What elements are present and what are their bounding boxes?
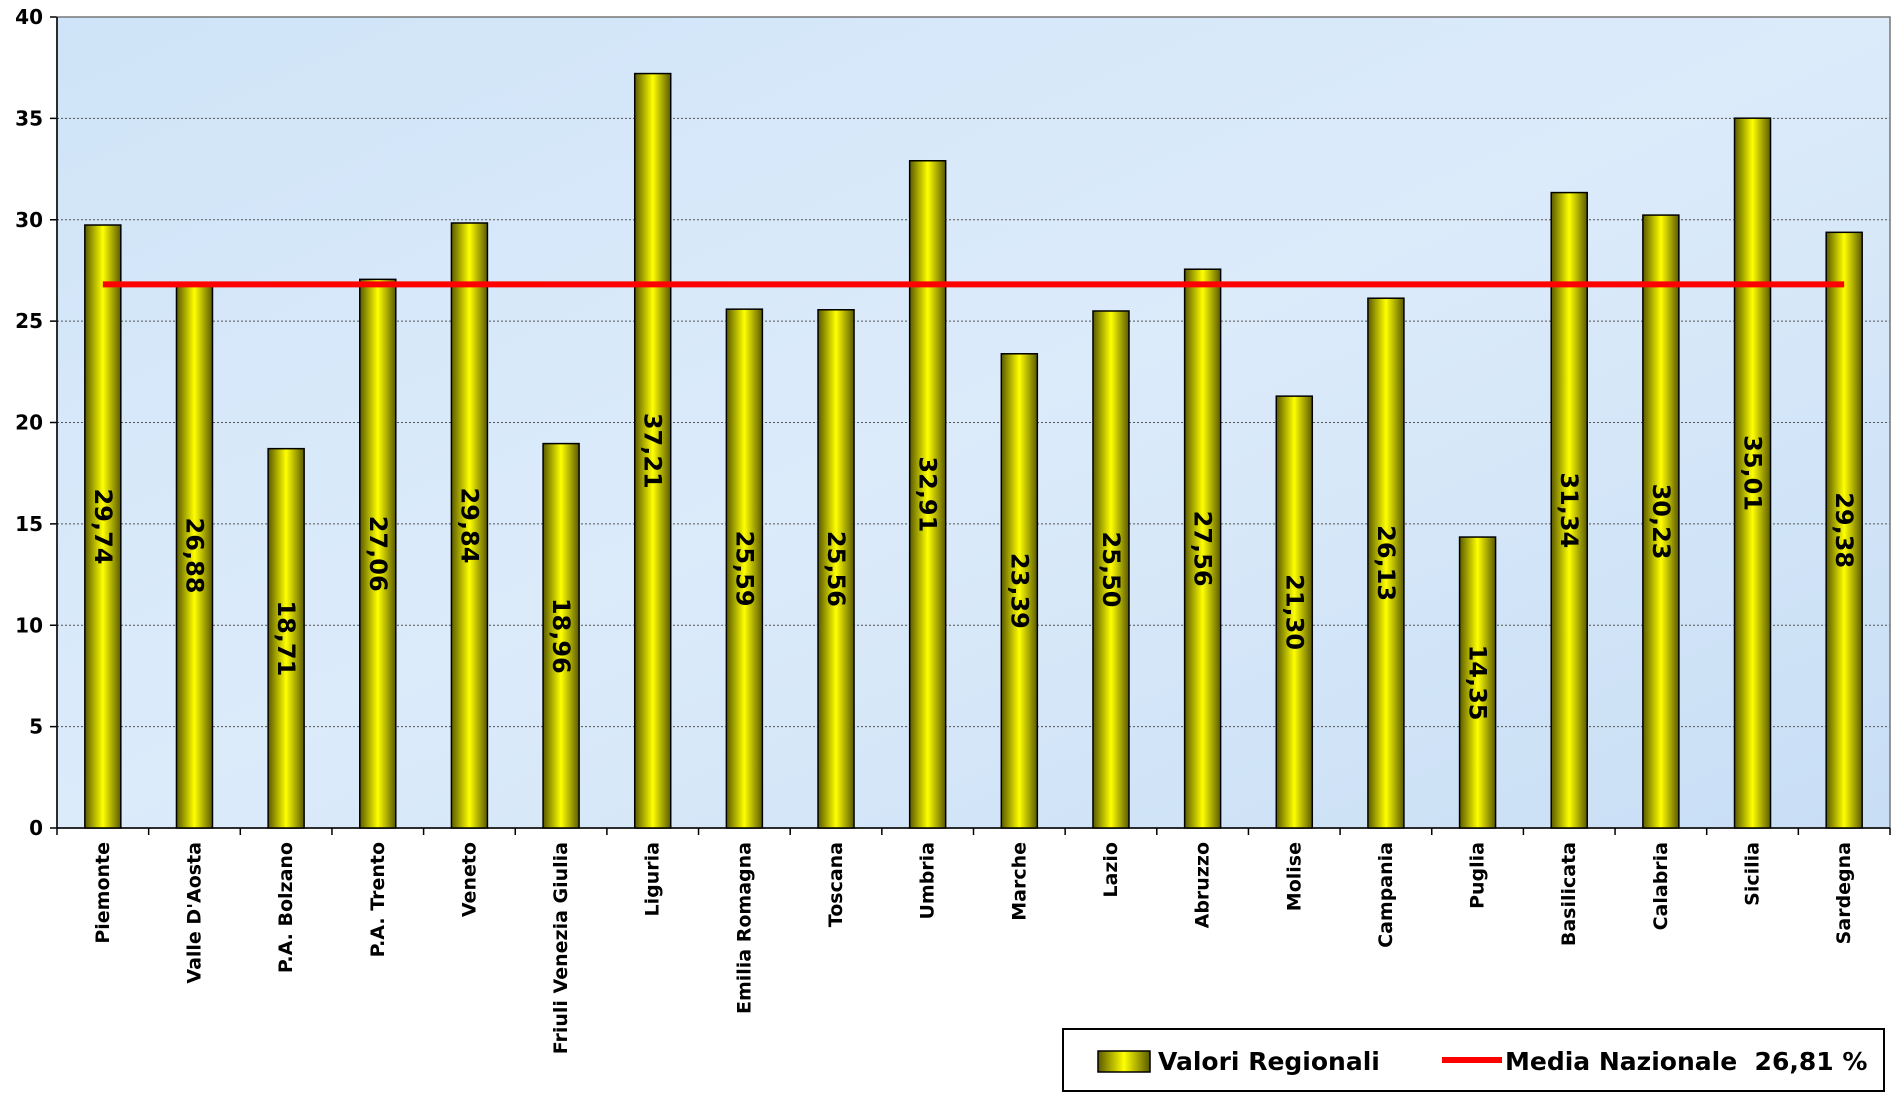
category-label: Sardegna <box>1833 842 1855 944</box>
y-tick-label: 20 <box>15 411 43 435</box>
data-label: 21,30 <box>1280 574 1308 650</box>
data-label: 30,23 <box>1647 484 1675 560</box>
bar <box>1825 231 1863 829</box>
category-label: Liguria <box>642 842 664 916</box>
data-label: 35,01 <box>1739 435 1767 511</box>
data-label: 29,74 <box>89 489 117 565</box>
category-label: Toscana <box>825 842 847 927</box>
data-label: 32,91 <box>914 456 942 532</box>
data-label: 25,50 <box>1097 532 1125 608</box>
category-label: Friuli Venezia Giulia <box>550 842 572 1054</box>
legend: Valori Regionali Media Nazionale 26,81 % <box>1062 1028 1885 1092</box>
bar <box>175 282 214 829</box>
bar <box>359 278 397 829</box>
category-label: P.A. Trento <box>367 842 389 957</box>
data-label: 26,13 <box>1372 525 1400 601</box>
y-tick-label: 30 <box>15 208 43 232</box>
category-label: Marche <box>1008 842 1030 921</box>
data-label: 29,84 <box>455 488 483 564</box>
bar <box>1642 214 1680 829</box>
category-label: Basilicata <box>1558 842 1580 946</box>
bar <box>1367 297 1405 829</box>
y-tick-label: 35 <box>15 106 43 130</box>
bar <box>1275 395 1314 829</box>
data-label: 25,56 <box>822 531 850 607</box>
y-tick-label: 10 <box>15 613 43 637</box>
category-label: Valle D'Aosta <box>183 842 205 984</box>
bar <box>725 308 764 829</box>
y-tick-label: 40 <box>15 5 43 29</box>
bar <box>817 309 855 829</box>
category-label: Puglia <box>1467 842 1489 909</box>
bar <box>1458 536 1497 829</box>
bar <box>1000 353 1039 829</box>
data-label: 18,96 <box>547 598 575 674</box>
bar <box>1092 310 1130 829</box>
category-label: Lazio <box>1100 842 1122 898</box>
data-label: 25,59 <box>730 531 758 607</box>
bar <box>267 447 305 829</box>
data-label: 14,35 <box>1464 645 1492 721</box>
y-tick-label: 0 <box>29 816 43 840</box>
data-label: 23,39 <box>1005 553 1033 629</box>
bar <box>450 222 489 829</box>
bar <box>908 159 947 829</box>
category-label: Veneto <box>458 842 480 917</box>
category-label: Abruzzo <box>1192 842 1214 928</box>
legend-label-regional: Valori Regionali <box>1158 1047 1380 1076</box>
y-tick-label: 25 <box>15 309 43 333</box>
data-label: 26,88 <box>180 518 208 594</box>
data-labels: 29,74 26,88 18,71 27,06 29,84 18,96 37,21 25,59… <box>89 413 1858 721</box>
data-label: 29,38 <box>1830 492 1858 568</box>
category-label: Emilia Romagna <box>733 842 755 1014</box>
bar <box>633 72 672 829</box>
bar <box>542 442 580 829</box>
category-labels: Piemonte Valle D'Aosta P.A. Bolzano P.A. Tr… <box>92 842 1855 1054</box>
category-label: Umbria <box>917 842 939 920</box>
legend-label-national: Media Nazionale 26,81 % <box>1505 1047 1867 1076</box>
data-label: 27,56 <box>1189 511 1217 587</box>
bar <box>1733 117 1772 829</box>
legend-bar-swatch <box>1097 1050 1151 1073</box>
bar <box>84 224 122 829</box>
data-label: 18,71 <box>272 600 300 676</box>
category-label: Molise <box>1283 842 1305 911</box>
category-label: Piemonte <box>92 842 114 944</box>
data-label: 27,06 <box>364 516 392 592</box>
category-label: P.A. Bolzano <box>275 842 297 973</box>
y-tick-label: 5 <box>29 715 43 739</box>
y-tick-label: 15 <box>15 512 43 536</box>
axes: 0 5 10 15 20 25 30 35 40 <box>15 5 1891 840</box>
bar <box>1550 191 1588 829</box>
bar <box>1183 268 1222 829</box>
data-label: 37,21 <box>639 413 667 489</box>
category-label: Campania <box>1375 842 1397 948</box>
bars <box>84 72 1863 829</box>
category-label: Calabria <box>1650 842 1672 930</box>
data-label: 31,34 <box>1555 472 1583 548</box>
category-label: Sicilia <box>1742 842 1764 906</box>
